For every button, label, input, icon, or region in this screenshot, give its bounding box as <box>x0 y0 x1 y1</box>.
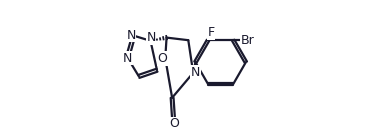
Text: O: O <box>157 52 167 65</box>
Text: F: F <box>207 26 214 39</box>
Text: N: N <box>126 28 136 41</box>
Text: Br: Br <box>240 34 254 47</box>
Text: N: N <box>191 66 200 79</box>
Text: N: N <box>147 31 156 44</box>
Text: O: O <box>169 117 179 130</box>
Text: N: N <box>123 52 132 65</box>
